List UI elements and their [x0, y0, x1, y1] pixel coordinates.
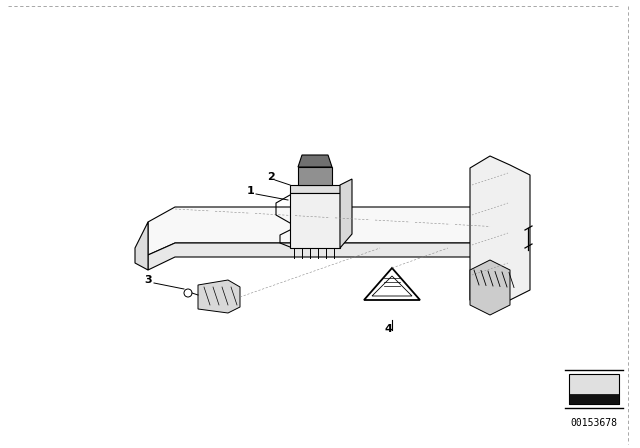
Text: 00153678: 00153678 [570, 418, 618, 428]
Text: 1: 1 [246, 186, 254, 196]
Polygon shape [290, 185, 340, 193]
Polygon shape [569, 374, 619, 404]
Polygon shape [470, 260, 510, 315]
Polygon shape [569, 394, 619, 404]
Polygon shape [148, 232, 520, 270]
Polygon shape [470, 156, 530, 310]
Polygon shape [135, 222, 148, 270]
Text: 4: 4 [384, 324, 392, 334]
Polygon shape [340, 179, 352, 248]
Text: 2: 2 [267, 172, 275, 182]
Polygon shape [298, 167, 332, 185]
Polygon shape [198, 280, 240, 313]
Polygon shape [148, 207, 520, 255]
Polygon shape [364, 268, 420, 300]
Polygon shape [290, 193, 340, 248]
Text: 3: 3 [145, 275, 152, 285]
Polygon shape [298, 155, 332, 167]
